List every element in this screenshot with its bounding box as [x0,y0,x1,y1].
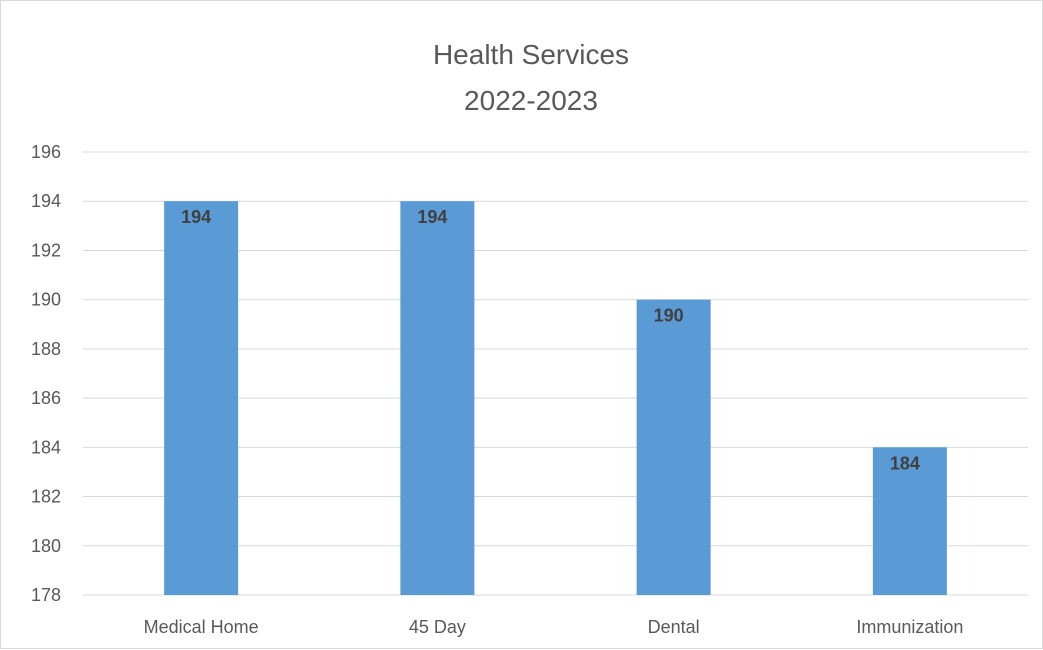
bar-immunization [872,447,947,595]
data-labels: 194 194 190 184 [181,207,920,473]
gridlines [83,151,1028,596]
y-tick-label: 180 [31,536,61,556]
x-axis-ticks: Medical Home 45 Day Dental Immunization [144,617,964,637]
y-tick-label: 188 [31,339,61,359]
bar-45-day [400,201,475,595]
y-tick-label: 186 [31,388,61,408]
bar-dental [636,299,711,595]
y-tick-label: 184 [31,437,61,457]
y-tick-label: 190 [31,290,61,310]
chart-subtitle: 2022-2023 [464,85,598,116]
y-tick-label: 196 [31,142,61,162]
x-tick-label: Medical Home [144,617,259,637]
y-tick-label: 182 [31,487,61,507]
y-axis-ticks: 178 180 182 184 186 188 190 192 194 196 [31,142,61,605]
bars [164,201,947,595]
x-tick-label: 45 Day [409,617,466,637]
data-label: 184 [890,453,920,473]
data-label: 194 [181,207,211,227]
x-tick-label: Dental [648,617,700,637]
y-tick-label: 192 [31,240,61,260]
data-label: 194 [417,207,447,227]
bar-medical-home [164,201,239,595]
chart-title: Health Services [433,39,629,70]
data-label: 190 [654,306,684,326]
x-tick-label: Immunization [856,617,963,637]
y-tick-label: 178 [31,585,61,605]
y-tick-label: 194 [31,191,61,211]
